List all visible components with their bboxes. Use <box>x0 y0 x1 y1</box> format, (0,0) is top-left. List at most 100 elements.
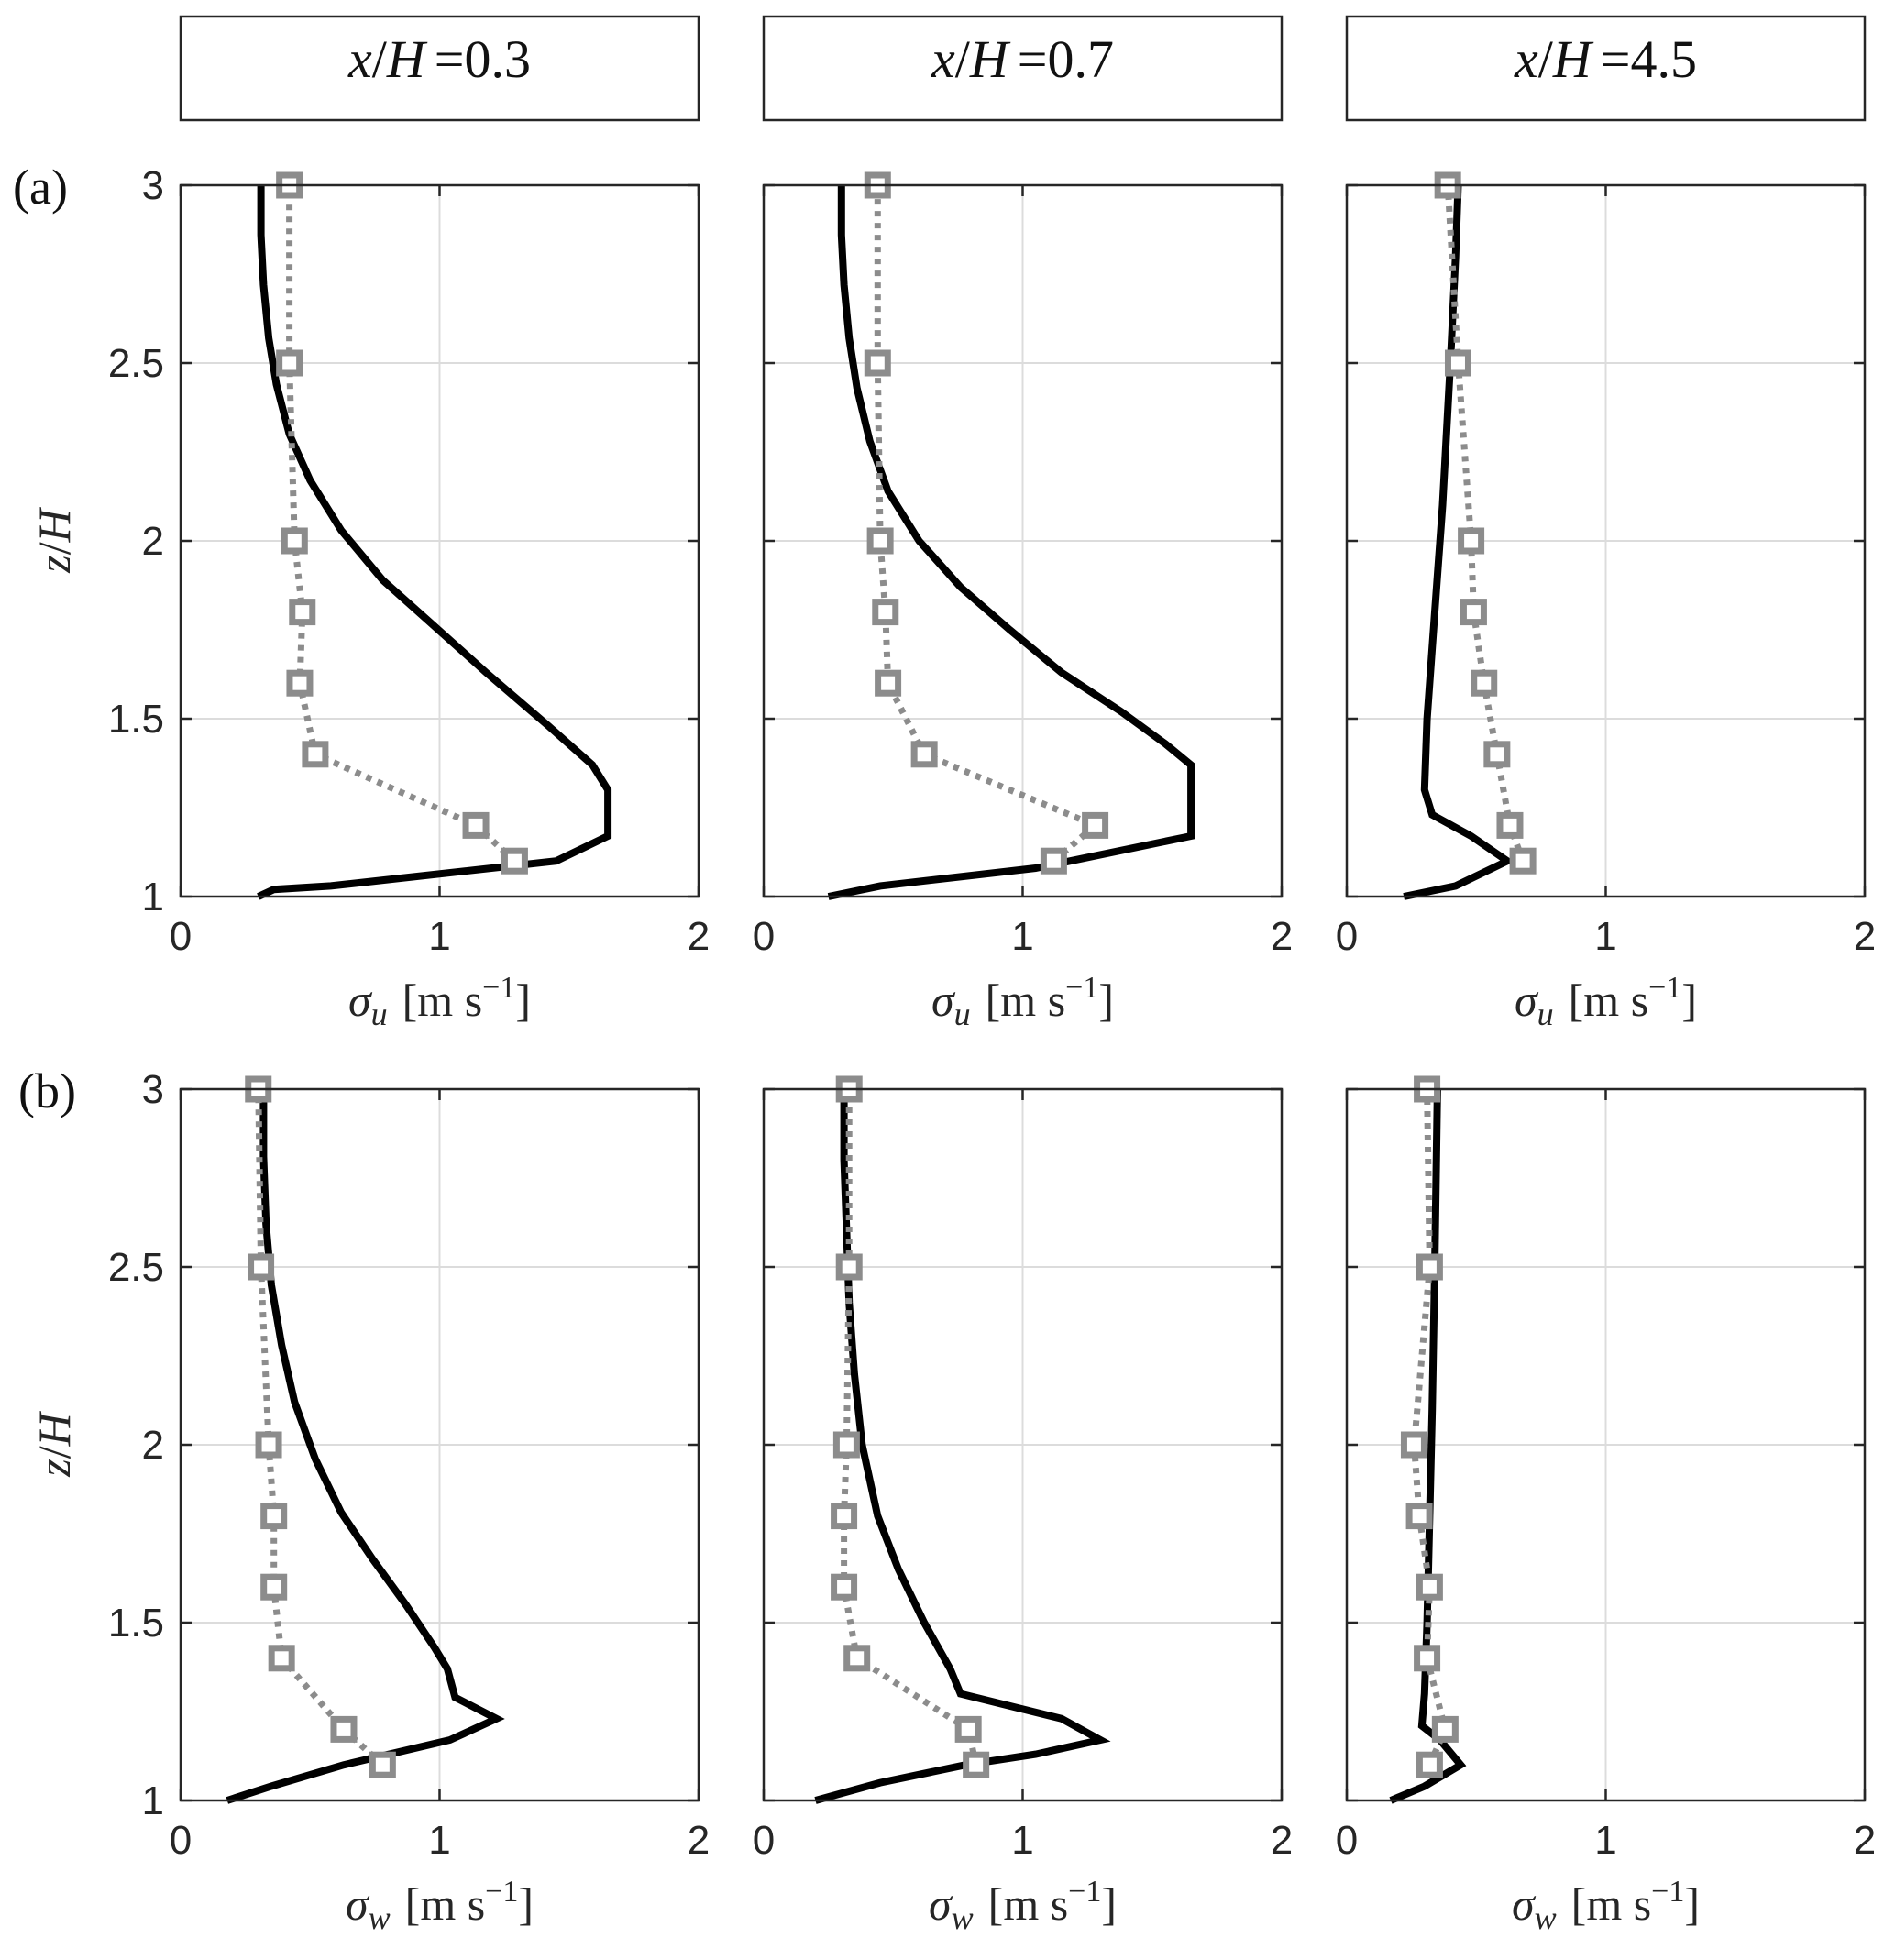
x-tick-label: 0 <box>1336 1818 1358 1863</box>
marker-square <box>866 527 894 555</box>
marker-square <box>875 669 902 697</box>
panel-b-3: 0 1 2 σw [m s−1] <box>1336 1075 1876 1936</box>
series-line-dotted <box>874 185 1102 864</box>
panel-a-3: 0 1 2 σu [m s−1] <box>1336 171 1876 1032</box>
marker-square <box>1416 1253 1443 1281</box>
x-axis-label: σu [m s−1] <box>348 971 531 1032</box>
marker-square <box>954 1715 982 1743</box>
x-tick-label: 1 <box>1594 1818 1616 1863</box>
x-tick-label: 2 <box>688 914 710 959</box>
x-tick-label: 2 <box>1854 914 1876 959</box>
marker-square <box>1405 1503 1433 1530</box>
marker-square <box>260 1573 288 1601</box>
panel-b-2: 0 1 2 σw [m s−1] <box>753 1075 1293 1936</box>
marker-square <box>1444 349 1471 377</box>
marker-square <box>1416 1573 1443 1601</box>
series-line-solid <box>1403 184 1515 900</box>
column-header-title: x/H =0.3 <box>347 29 531 89</box>
x-tick-label: 2 <box>1271 914 1293 959</box>
x-axis-label: σw [m s−1] <box>929 1875 1117 1936</box>
marker-square <box>831 1573 858 1601</box>
marker-square <box>276 349 303 377</box>
marker-square <box>1496 811 1524 839</box>
column-header-box <box>762 15 1284 122</box>
y-tick-label: 1 <box>142 1778 164 1823</box>
marker-square <box>1483 741 1511 768</box>
marker-square <box>831 1503 858 1530</box>
marker-square <box>1416 1751 1443 1778</box>
x-tick-label: 2 <box>1854 1818 1876 1863</box>
x-tick-label: 1 <box>1594 914 1616 959</box>
marker-square <box>1414 1645 1441 1672</box>
y-tick-label: 2 <box>142 1423 164 1468</box>
y-tick-label: 1.5 <box>108 1601 164 1646</box>
y-tick-label: 3 <box>142 163 164 208</box>
series-line-dotted <box>286 185 517 864</box>
marker-square <box>963 1751 990 1778</box>
y-tick-label: 1.5 <box>108 697 164 742</box>
panel-a-1: 0 1 211.522.53z/Hσu [m s−1] <box>28 163 710 1032</box>
y-tick-label: 2.5 <box>108 341 164 386</box>
panel-a-2: 0 1 2 σu [m s−1] <box>753 171 1293 1032</box>
marker-square <box>872 599 899 626</box>
column-header-3: x/H =4.5 <box>1345 15 1867 122</box>
y-tick-label: 1 <box>142 875 164 919</box>
series-line-dotted <box>255 1088 385 1767</box>
marker-square <box>1460 599 1487 626</box>
column-header-box <box>179 15 700 122</box>
marker-square <box>260 1503 288 1530</box>
x-tick-label: 0 <box>753 1818 775 1863</box>
x-axis-label: σw [m s−1] <box>1512 1875 1700 1936</box>
row-tag-a: (a) <box>13 160 68 215</box>
x-tick-label: 0 <box>170 914 192 959</box>
marker-square <box>1082 811 1109 839</box>
marker-square <box>302 741 329 768</box>
marker-square <box>289 599 316 626</box>
column-header-1: x/H =0.3 <box>179 15 700 122</box>
marker-square <box>501 847 528 875</box>
x-axis-label: σu [m s−1] <box>931 971 1114 1032</box>
marker-square <box>286 669 314 697</box>
y-tick-label: 2.5 <box>108 1245 164 1290</box>
marker-square <box>1400 1431 1427 1459</box>
column-header-2: x/H =0.7 <box>762 15 1284 122</box>
y-axis-label: z/H <box>28 506 80 573</box>
column-header-title: x/H =0.7 <box>931 29 1114 89</box>
x-tick-label: 0 <box>170 1818 192 1863</box>
marker-square <box>835 1253 863 1281</box>
column-headers: x/H =0.3 x/H =0.7 x/H =4.5 <box>179 15 1867 122</box>
y-tick-label: 3 <box>142 1067 164 1112</box>
marker-square <box>268 1645 295 1672</box>
marker-square <box>1040 847 1067 875</box>
x-tick-label: 2 <box>1271 1818 1293 1863</box>
x-tick-label: 1 <box>428 914 450 959</box>
x-tick-label: 1 <box>428 1818 450 1863</box>
marker-square <box>330 1715 358 1743</box>
x-tick-label: 2 <box>688 1818 710 1863</box>
marker-square <box>248 1253 275 1281</box>
column-header-box <box>1345 15 1867 122</box>
marker-square <box>462 811 490 839</box>
marker-square <box>1431 1715 1459 1743</box>
row-tags: (a) (b) <box>13 160 76 1118</box>
marker-square <box>1509 847 1537 875</box>
marker-square <box>1471 669 1498 697</box>
x-tick-label: 0 <box>753 914 775 959</box>
y-tick-label: 2 <box>142 519 164 564</box>
y-axis-label: z/H <box>28 1410 80 1477</box>
x-tick-label: 0 <box>1336 914 1358 959</box>
x-axis-label: σw [m s−1] <box>346 1875 534 1936</box>
column-header-title: x/H =4.5 <box>1514 29 1697 89</box>
marker-square <box>281 527 308 555</box>
panels: 0 1 211.522.53z/Hσu [m s−1]0 1 2σu [m s−1]0 1 2σ… <box>28 163 1876 1936</box>
marker-square <box>843 1645 871 1672</box>
x-tick-label: 1 <box>1011 914 1033 959</box>
marker-square <box>832 1431 860 1459</box>
marker-square <box>1458 527 1485 555</box>
marker-square <box>910 741 938 768</box>
x-axis-label: σu [m s−1] <box>1515 971 1697 1032</box>
series-line-solid <box>1389 1088 1467 1804</box>
series-line-solid <box>257 185 612 900</box>
marker-square <box>255 1431 282 1459</box>
